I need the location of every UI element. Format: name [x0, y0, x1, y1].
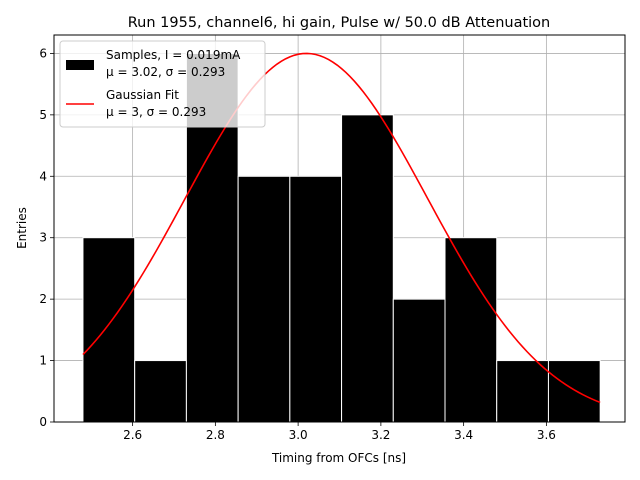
y-tick-label: 3 [39, 231, 47, 245]
x-tick-label: 2.8 [206, 428, 225, 442]
chart-title: Run 1955, channel6, hi gain, Pulse w/ 50… [128, 15, 551, 31]
legend: Samples, I = 0.019mA μ = 3.02, σ = 0.293… [59, 40, 266, 128]
histogram-bar [496, 360, 549, 423]
x-axis-ticks: 2.6 2.8 3.0 3.2 3.4 3.6 [123, 422, 556, 442]
legend-fit-stats: μ = 3, σ = 0.293 [106, 105, 206, 119]
legend-samples-label: Samples, I = 0.019mA [106, 48, 241, 62]
histogram-bar [444, 237, 498, 423]
gaussian-fit [82, 52, 601, 404]
y-tick-label: 5 [39, 108, 47, 122]
histogram-bar [392, 298, 446, 423]
plot-frame [53, 34, 626, 423]
y-tick-label: 1 [39, 354, 47, 368]
y-axis-label: Entries [15, 207, 29, 249]
histogram-bar [341, 114, 394, 423]
legend-samples-stats: μ = 3.02, σ = 0.293 [106, 65, 225, 79]
x-tick-label: 3.4 [454, 428, 473, 442]
x-tick-label: 3.2 [371, 428, 390, 442]
gaussian-fit-line [82, 52, 601, 404]
histogram-bar [547, 360, 601, 423]
legend-samples-swatch [66, 60, 94, 70]
legend-fit-label: Gaussian Fit [106, 88, 179, 102]
x-tick-label: 3.6 [537, 428, 556, 442]
y-tick-label: 4 [39, 169, 47, 183]
histogram-bar [289, 175, 343, 423]
x-tick-label: 2.6 [123, 428, 142, 442]
y-tick-label: 6 [39, 46, 47, 60]
histogram-bar [82, 237, 136, 423]
histogram-bar [237, 175, 291, 423]
y-axis-ticks: 0 1 2 3 4 5 6 [39, 46, 54, 429]
x-axis-label: Timing from OFCs [ns] [271, 451, 406, 465]
histogram-bar [134, 360, 187, 423]
y-tick-label: 0 [39, 415, 47, 429]
x-tick-label: 3.0 [289, 428, 308, 442]
y-tick-label: 2 [39, 292, 47, 306]
legend-frame [59, 40, 266, 128]
